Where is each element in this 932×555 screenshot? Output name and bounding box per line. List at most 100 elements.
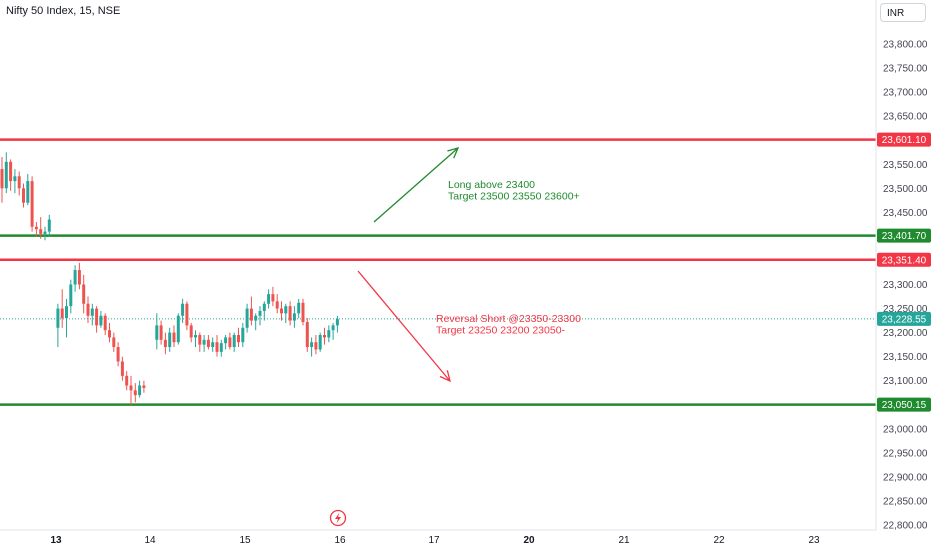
candle-body	[284, 306, 288, 314]
candle-body	[133, 390, 137, 396]
candle	[262, 301, 266, 321]
y-tick-label: 23,200.00	[883, 328, 928, 339]
annotation-line: Target 23500 23550 23600+	[448, 191, 580, 203]
candle-body	[116, 347, 120, 362]
candle-body	[112, 337, 116, 348]
candle-body	[241, 327, 245, 343]
candle	[219, 339, 223, 357]
candle-body	[254, 315, 258, 321]
time-axis[interactable]: 13 14 15 16 17 20 21 22 23	[0, 529, 876, 546]
candle	[73, 265, 77, 292]
candle	[288, 301, 292, 326]
candle-body	[215, 342, 219, 352]
candle-body	[129, 385, 133, 391]
candle	[275, 294, 279, 314]
level-price-tag	[877, 228, 931, 243]
candle	[323, 327, 326, 345]
level-price-tag	[877, 252, 931, 267]
candle-body	[142, 385, 146, 388]
candle	[211, 337, 215, 352]
candle	[95, 306, 99, 333]
price-axis[interactable]: 23,800.00 23,750.00 23,700.00 23,650.00 23,6…	[875, 0, 931, 532]
candle	[245, 303, 249, 333]
lightning-icon-bolt[interactable]	[335, 512, 341, 524]
candle-body	[206, 339, 210, 348]
x-tick-label: 23	[808, 535, 820, 546]
level-price-label: 23,401.70	[882, 231, 927, 242]
candle	[202, 335, 206, 352]
level-price-tag	[877, 397, 931, 412]
candle-body	[323, 335, 326, 338]
candle	[13, 169, 17, 194]
long-arrow	[373, 147, 460, 223]
short-arrow	[357, 270, 451, 383]
candle-body	[65, 306, 68, 319]
candle-body	[194, 335, 197, 338]
candle-body	[176, 315, 180, 343]
candle-body	[219, 343, 223, 352]
candle	[69, 279, 73, 314]
candle	[155, 313, 159, 350]
y-tick-label: 22,850.00	[883, 496, 928, 507]
y-tick-label: 23,150.00	[883, 352, 928, 363]
candle-body	[125, 375, 129, 386]
currency-selector[interactable]: INR	[880, 3, 926, 22]
candle	[318, 332, 322, 352]
candle	[168, 327, 172, 352]
candle-body	[335, 319, 339, 326]
candle	[280, 301, 283, 321]
y-tick-label: 22,950.00	[883, 448, 928, 459]
candle	[112, 332, 116, 352]
event-marker[interactable]	[329, 509, 347, 527]
candle	[22, 183, 25, 208]
candle-body	[202, 339, 206, 345]
candle-body	[249, 308, 253, 321]
candle	[138, 380, 142, 398]
y-tick-label: 23,300.00	[883, 280, 928, 291]
candle-body	[327, 330, 331, 338]
candle	[77, 262, 81, 290]
candle-body	[224, 337, 228, 344]
candle-body	[9, 161, 13, 182]
candle	[39, 217, 43, 239]
arrow-shaft	[357, 270, 451, 382]
y-tick-label: 22,800.00	[883, 521, 928, 532]
candle-body	[95, 308, 99, 326]
level-price-label: 23,351.40	[882, 255, 927, 266]
candle	[159, 320, 163, 345]
y-tick-label: 23,250.00	[883, 304, 928, 315]
candle	[335, 315, 339, 333]
candle	[258, 306, 262, 326]
candle	[99, 310, 103, 328]
candle-body	[305, 322, 309, 348]
level-price-tag	[877, 132, 931, 147]
candle	[254, 313, 258, 331]
candle	[267, 289, 271, 309]
candle	[103, 313, 107, 336]
last-price-tag	[877, 311, 931, 326]
candles	[0, 152, 339, 405]
x-tick-label: 22	[713, 535, 725, 546]
candle-body	[103, 315, 107, 331]
candle	[17, 171, 21, 196]
level-price-label: 23,601.10	[882, 135, 927, 146]
candle-body	[39, 229, 43, 234]
candle-body	[258, 310, 262, 316]
candle-body	[301, 302, 305, 323]
candle	[310, 337, 314, 357]
candle	[327, 325, 331, 343]
candle-body	[228, 337, 232, 348]
lightning-icon[interactable]	[329, 509, 347, 527]
candle-body	[280, 308, 283, 314]
candle	[198, 332, 202, 352]
candle	[43, 226, 47, 241]
x-tick-label: 13	[50, 535, 62, 546]
candle-body	[155, 325, 159, 340]
candle	[224, 335, 228, 350]
candle	[120, 356, 124, 381]
candle	[65, 298, 68, 338]
candle-body	[189, 325, 193, 338]
candle-body	[120, 361, 124, 376]
